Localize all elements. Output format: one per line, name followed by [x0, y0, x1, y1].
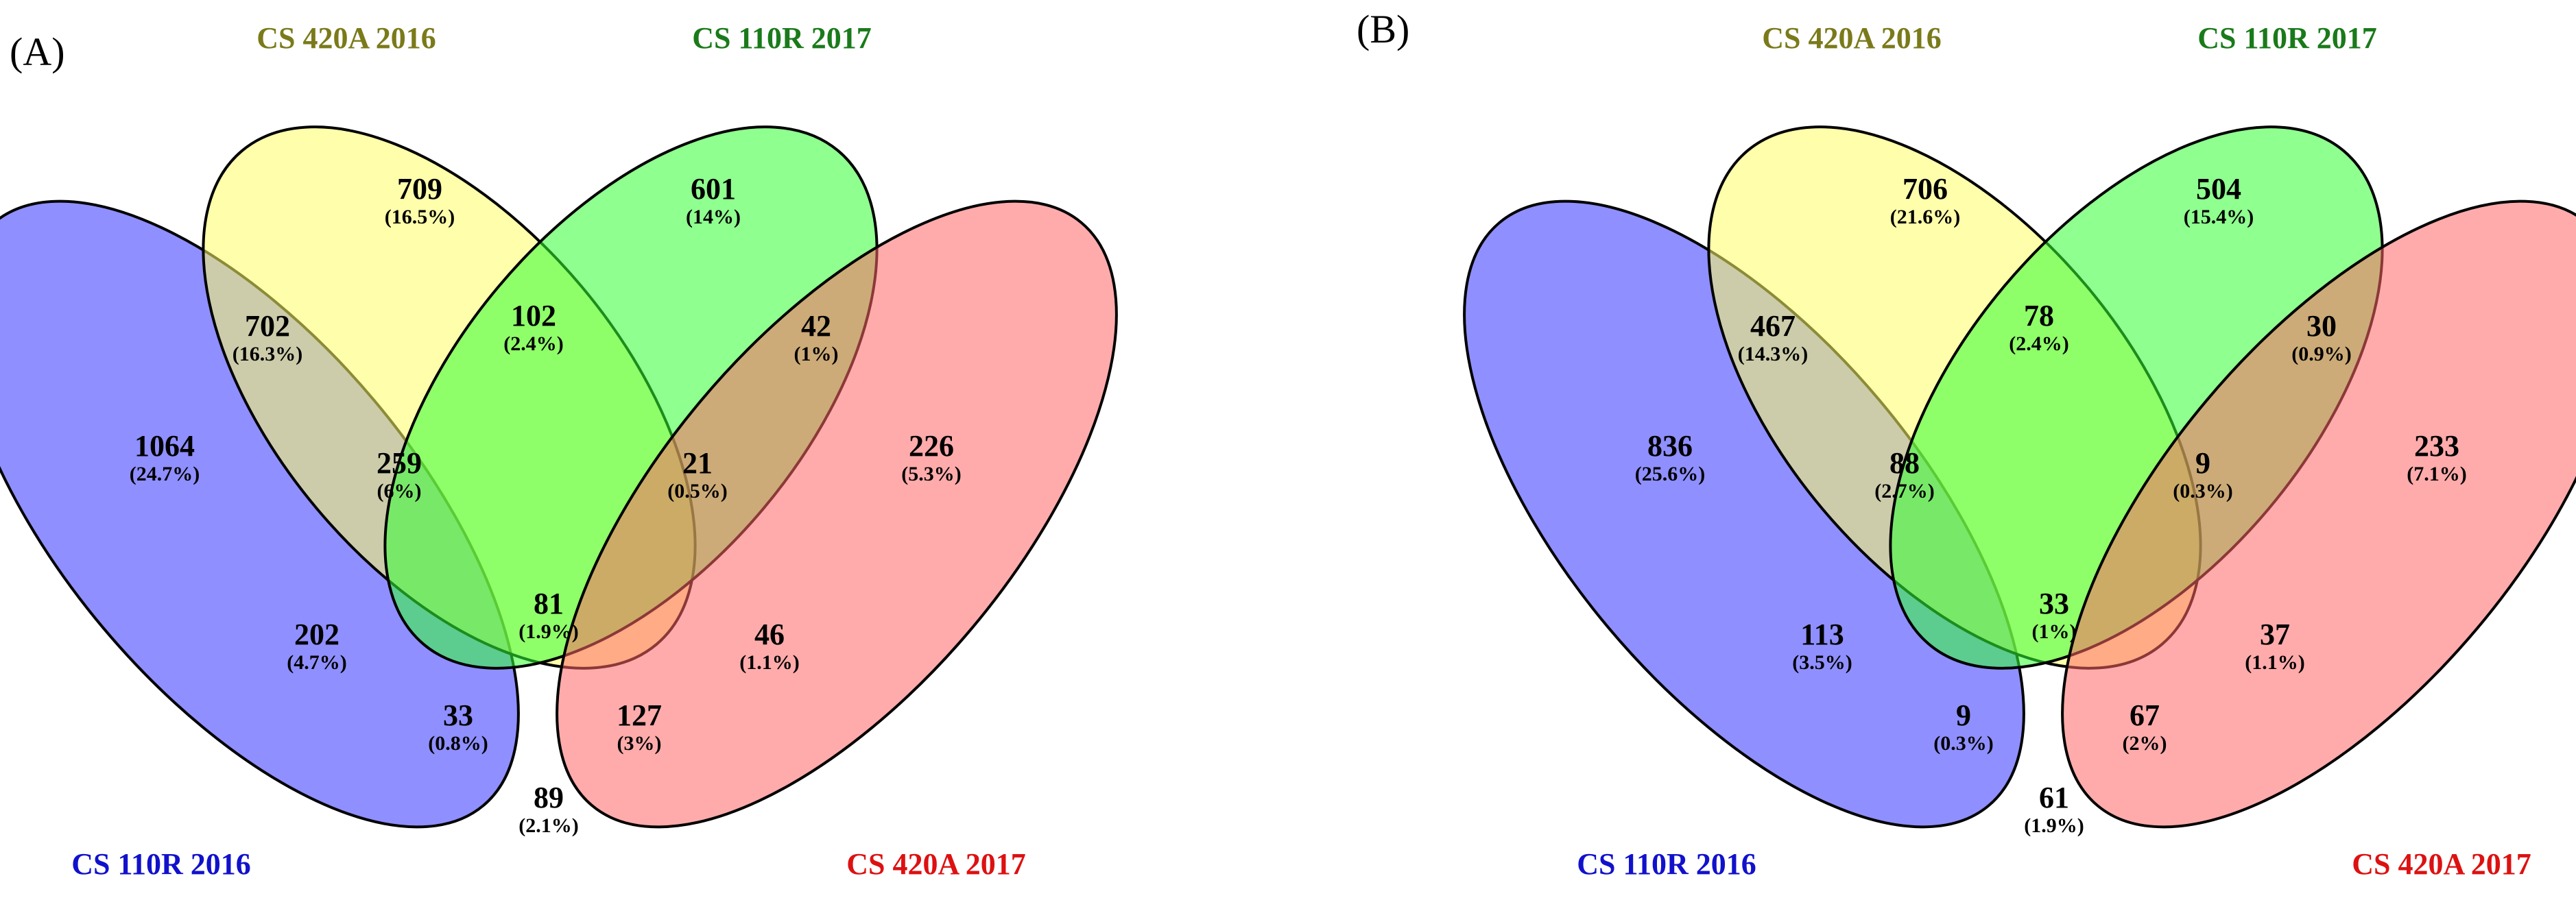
region-count: 9 — [2195, 446, 2210, 480]
region-count: 42 — [801, 309, 831, 343]
region-count: 259 — [377, 446, 422, 480]
region-percent: (2%) — [2123, 732, 2167, 755]
region-count: 61 — [2039, 781, 2069, 814]
region-count: 113 — [1800, 618, 1844, 651]
region-percent: (2.4%) — [503, 332, 563, 355]
region-percent: (0.3%) — [2173, 480, 2232, 502]
region-count: 37 — [2260, 618, 2290, 651]
region-green_only: 601(14%) — [686, 172, 741, 228]
region-percent: (2.7%) — [1874, 480, 1934, 502]
region-count: 46 — [754, 618, 785, 651]
set-label-3: CS 420A 2017 — [846, 847, 1026, 881]
region-count: 89 — [534, 781, 564, 814]
region-count: 21 — [682, 446, 713, 480]
region-percent: (1%) — [794, 343, 839, 365]
set-label-0: CS 110R 2016 — [1577, 847, 1756, 881]
region-count: 226 — [909, 429, 954, 463]
region-count: 33 — [443, 699, 473, 732]
set-label-1: CS 420A 2016 — [1762, 21, 1942, 55]
region-percent: (1.1%) — [2245, 651, 2304, 674]
region-count: 9 — [1956, 699, 1971, 732]
region-count: 233 — [2414, 429, 2459, 463]
region-percent: (16.5%) — [385, 206, 455, 228]
region-count: 702 — [245, 309, 290, 343]
region-percent: (1.1%) — [739, 651, 799, 674]
region-count: 67 — [2130, 699, 2160, 732]
region-count: 102 — [511, 299, 556, 332]
region-count: 601 — [691, 172, 736, 206]
set-label-0: CS 110R 2016 — [71, 847, 251, 881]
region-percent: (0.3%) — [1933, 732, 1993, 755]
region-percent: (7.1%) — [2407, 463, 2466, 485]
region-percent: (1.9%) — [518, 620, 578, 643]
set-label-3: CS 420A 2017 — [2352, 847, 2531, 881]
region-percent: (4.7%) — [287, 651, 346, 674]
region-blue_only: 1064(24.7%) — [130, 429, 200, 485]
region-percent: (25.6%) — [1635, 463, 1705, 485]
region-blue_yellow_red: 127(3%) — [617, 699, 662, 755]
region-percent: (0.5%) — [667, 480, 727, 502]
region-count: 81 — [534, 587, 564, 620]
region-count: 467 — [1750, 309, 1796, 343]
region-count: 504 — [2196, 172, 2241, 206]
region-percent: (0.8%) — [428, 732, 488, 755]
region-blue_red: 89(2.1%) — [518, 781, 578, 837]
region-percent: (14%) — [686, 206, 741, 228]
region-percent: (24.7%) — [130, 463, 200, 485]
region-blue_yellow_green: 259(6%) — [377, 446, 422, 502]
region-blue_red: 61(1.9%) — [2024, 781, 2084, 837]
region-count: 88 — [1889, 446, 1920, 480]
region-blue_green: 113(3.5%) — [1792, 618, 1852, 674]
region-count: 30 — [2306, 309, 2337, 343]
region-count: 33 — [2039, 587, 2069, 620]
region-count: 709 — [397, 172, 442, 206]
region-percent: (14.3%) — [1738, 343, 1808, 365]
region-percent: (2.4%) — [2009, 332, 2068, 355]
region-percent: (21.6%) — [1890, 206, 1960, 228]
region-percent: (6%) — [377, 480, 422, 502]
region-yellow_green: 102(2.4%) — [503, 299, 563, 355]
venn-panel-b: (B) CS 110R 2016 CS 420A 2016 CS 110R 2017 C… — [1357, 7, 2576, 911]
region-percent: (15.4%) — [2184, 206, 2254, 228]
region-percent: (1%) — [2032, 620, 2077, 643]
venn-panel-a: (A) CS 110R 2016 CS 420A 2016 CS 110R 2017 C… — [0, 21, 1217, 911]
set-label-1: CS 420A 2016 — [257, 21, 436, 55]
region-percent: (3.5%) — [1792, 651, 1852, 674]
region-blue_green: 202(4.7%) — [287, 618, 346, 674]
region-count: 706 — [1903, 172, 1948, 206]
region-percent: (1.9%) — [2024, 814, 2084, 837]
region-percent: (16.3%) — [232, 343, 302, 365]
region-count: 78 — [2024, 299, 2054, 332]
region-percent: (5.3%) — [901, 463, 961, 485]
region-red_only: 226(5.3%) — [901, 429, 961, 485]
region-count: 127 — [617, 699, 662, 732]
set-label-2: CS 110R 2017 — [692, 21, 872, 55]
region-red_only: 233(7.1%) — [2407, 429, 2466, 485]
region-percent: (2.1%) — [518, 814, 578, 837]
panel-label-a: (A) — [10, 29, 65, 74]
panel-label-b: (B) — [1357, 7, 1409, 51]
region-count: 836 — [1647, 429, 1693, 463]
region-count: 1064 — [134, 429, 195, 463]
region-count: 202 — [294, 618, 339, 651]
region-percent: (3%) — [617, 732, 662, 755]
region-percent: (0.9%) — [2291, 343, 2351, 365]
set-label-2: CS 110R 2017 — [2197, 21, 2377, 55]
